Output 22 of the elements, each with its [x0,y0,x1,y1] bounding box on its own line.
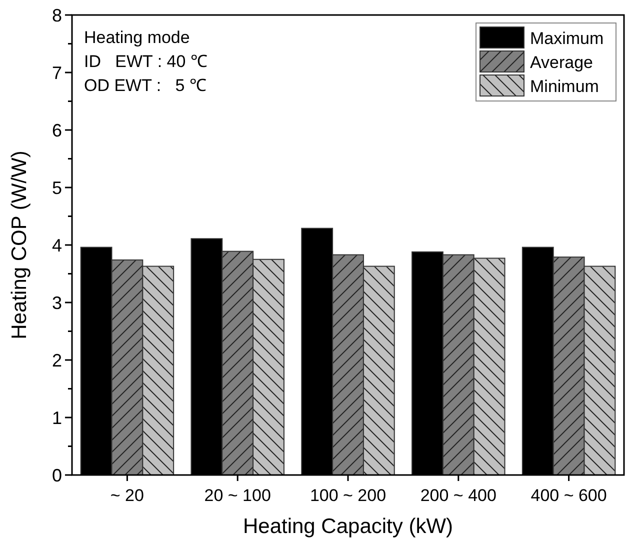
legend-label: Maximum [530,28,604,48]
y-tick-label: 7 [52,62,62,83]
annotation: Heating mode [84,28,190,47]
y-tick-label: 5 [52,178,62,198]
annotation: OD EWT : 5 ℃ [84,76,206,95]
x-tick-label: 400 ~ 600 [530,486,607,505]
annotation: ID EWT : 40 ℃ [84,52,208,71]
y-tick-label: 6 [52,120,62,140]
y-tick-label: 1 [52,408,62,428]
x-tick-label: 20 ~ 100 [204,486,271,505]
x-tick-label: ~ 20 [110,486,144,505]
y-tick-label: 4 [52,235,62,256]
legend-label: Minimum [530,76,599,96]
x-tick-label: 200 ~ 400 [420,486,496,505]
x-tick-label: 100 ~ 200 [310,486,386,505]
y-tick-label: 3 [52,292,62,313]
y-axis-title: Heating COP (W/W) [8,150,31,340]
y-tick-label: 2 [52,350,62,370]
y-tick-label: 8 [52,5,62,26]
y-tick-label: 0 [52,465,62,486]
x-axis-title: Heating Capacity (kW) [242,515,454,538]
legend-label: Average [530,52,594,72]
